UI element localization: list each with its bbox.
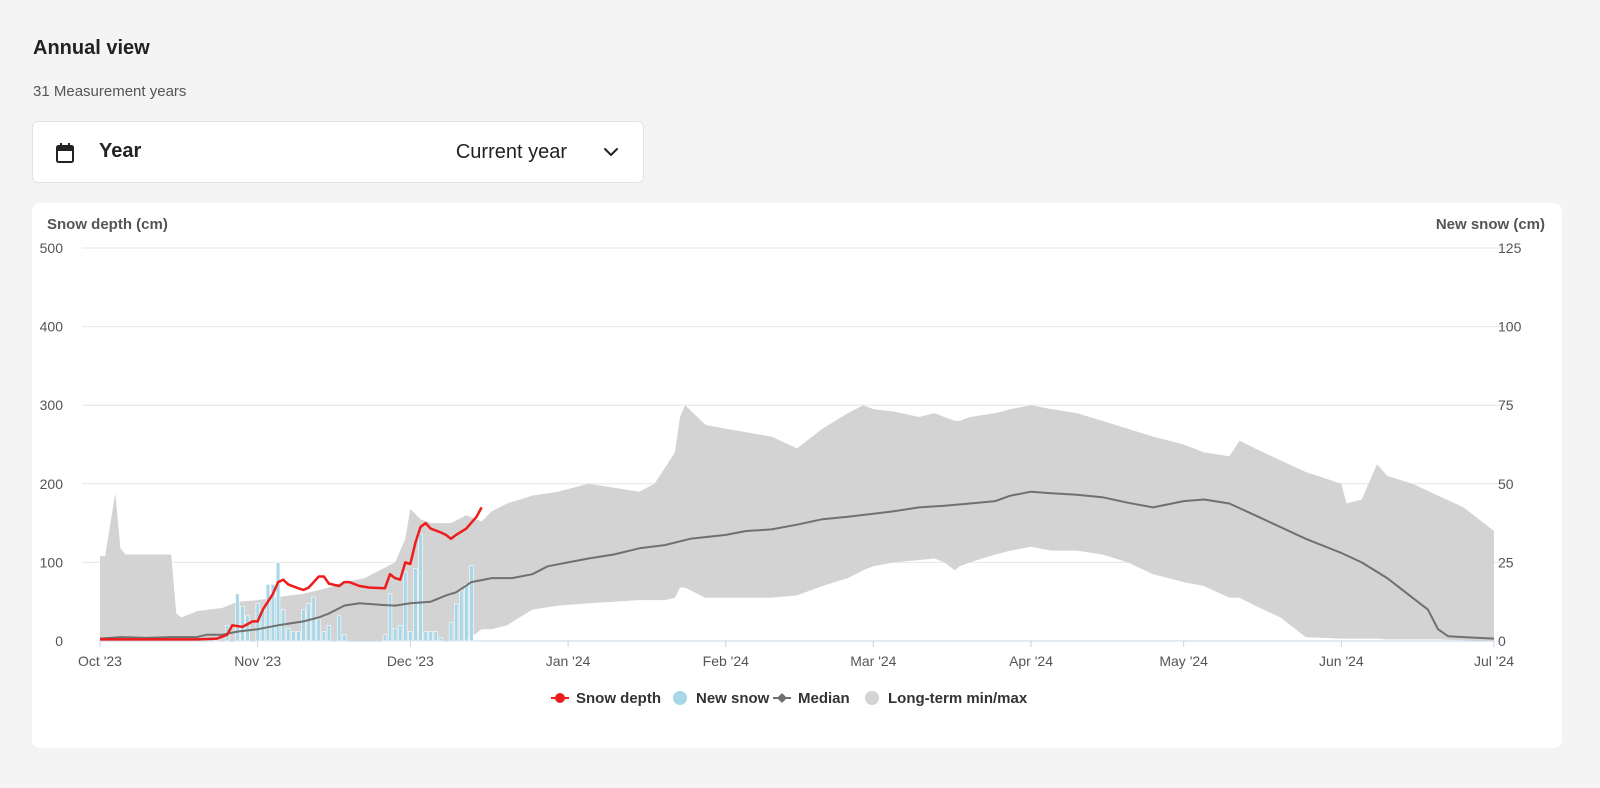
legend-item: Snow depth [551,690,661,707]
new-snow-bar [291,631,296,642]
legend-marker [673,691,687,705]
x-tick-label: Jun '24 [1319,653,1364,669]
legend-label: Median [798,690,850,707]
new-snow-bar [392,628,398,642]
legend-item: New snow [673,690,770,707]
new-snow-bar [464,584,469,642]
legend-label: Long-term min/max [888,690,1028,707]
snow-depth-line [100,506,483,641]
x-tick-label: Jul '24 [1474,653,1514,669]
y2-axis-title: New snow (cm) [1436,216,1545,233]
new-snow-bar [387,593,393,642]
new-snow-bar [423,631,428,642]
y-tick-label: 400 [40,319,64,335]
x-tick-label: Mar '24 [850,653,896,669]
x-tick-label: Apr '24 [1009,653,1053,669]
new-snow-bar [469,565,474,642]
y2-tick-label: 50 [1498,476,1514,492]
new-snow-bar [245,615,250,642]
measurement-years-subtitle: 31 Measurement years [33,83,187,100]
new-snow-bar [296,631,301,642]
new-snow-bar [306,602,311,642]
median-line [99,490,1495,640]
x-tick-label: May '24 [1159,653,1208,669]
y2-tick-label: 100 [1498,319,1522,335]
legend-label: New snow [696,690,770,707]
new-snow-bar [382,634,388,642]
y2-tick-label: 125 [1498,240,1522,256]
year-selector-dropdown[interactable]: Year Current year [32,121,644,183]
new-snow-bar [336,615,342,642]
legend-item: Median [773,690,850,707]
chevron-down-icon[interactable] [603,145,619,163]
new-snow-bar [265,584,271,642]
new-snow-bar [342,634,347,642]
new-snow-bar [438,637,444,642]
new-snow-bar [448,621,454,642]
new-snow-bar [240,606,245,642]
new-snow-bar [413,568,418,642]
year-selected-value[interactable]: Current year [455,141,567,163]
legend-label: Snow depth [576,690,661,707]
new-snow-bar [433,631,438,642]
snow-chart-card: 0 0 100 25 200 50 300 75 400 100 500 125 Snow depth … [32,203,1562,748]
x-tick-label: Feb '24 [703,653,749,669]
snow-chart: 0 0 100 25 200 50 300 75 400 100 500 125 Snow depth … [40,216,1545,707]
new-snow-bar [316,618,321,642]
new-snow-bar [428,631,433,642]
x-tick-label: Dec '23 [387,653,434,669]
legend-marker [555,693,565,703]
new-snow-bar [397,624,403,642]
new-snow-bar [275,562,281,642]
legend-item: Long-term min/max [865,690,1028,707]
y2-tick-label: 0 [1498,633,1506,649]
new-snow-bar [301,609,306,642]
calendar-icon [55,142,75,169]
new-snow-bar [403,571,408,642]
x-tick-label: Nov '23 [234,653,281,669]
new-snow-bar [459,590,464,642]
legend-marker [865,691,879,705]
year-label: Year [99,140,142,162]
legend-marker [777,693,787,703]
y2-tick-label: 25 [1498,554,1514,570]
new-snow-bar [270,584,276,642]
y2-tick-label: 75 [1498,397,1514,413]
y-tick-label: 300 [40,397,64,413]
minmax-range-area [100,405,1494,641]
y-tick-label: 500 [40,240,64,256]
y-tick-label: 200 [40,476,64,492]
new-snow-bar [286,628,291,642]
new-snow-bar [321,631,327,642]
new-snow-bar [326,624,332,642]
new-snow-bar [453,602,459,642]
y-tick-label: 0 [55,633,63,649]
x-tick-label: Jan '24 [546,653,591,669]
x-tick-label: Oct '23 [78,653,122,669]
y-axis-title: Snow depth (cm) [47,216,168,233]
page-title: Annual view [33,37,150,59]
new-snow-bar [408,631,413,642]
y-tick-label: 100 [40,554,64,570]
new-snow-bar [418,533,423,642]
new-snow-bar [235,593,240,642]
